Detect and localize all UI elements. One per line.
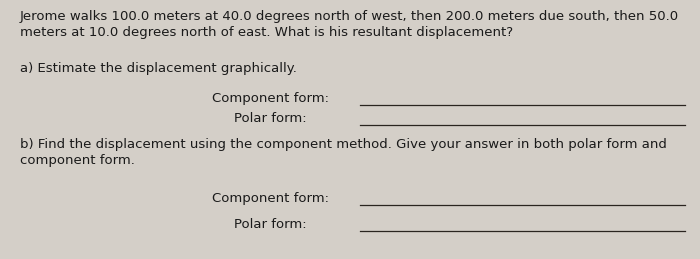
Text: b) Find the displacement using the component method. Give your answer in both po: b) Find the displacement using the compo… (20, 138, 667, 151)
Text: Polar form:: Polar form: (234, 218, 307, 231)
Text: meters at 10.0 degrees north of east. What is his resultant displacement?: meters at 10.0 degrees north of east. Wh… (20, 26, 513, 39)
Text: Jerome walks 100.0 meters at 40.0 degrees north of west, then 200.0 meters due s: Jerome walks 100.0 meters at 40.0 degree… (20, 10, 679, 23)
Text: component form.: component form. (20, 154, 135, 167)
Text: Component form:: Component form: (211, 192, 328, 205)
Text: a) Estimate the displacement graphically.: a) Estimate the displacement graphically… (20, 62, 297, 75)
Text: Polar form:: Polar form: (234, 112, 307, 125)
Text: Component form:: Component form: (211, 92, 328, 105)
